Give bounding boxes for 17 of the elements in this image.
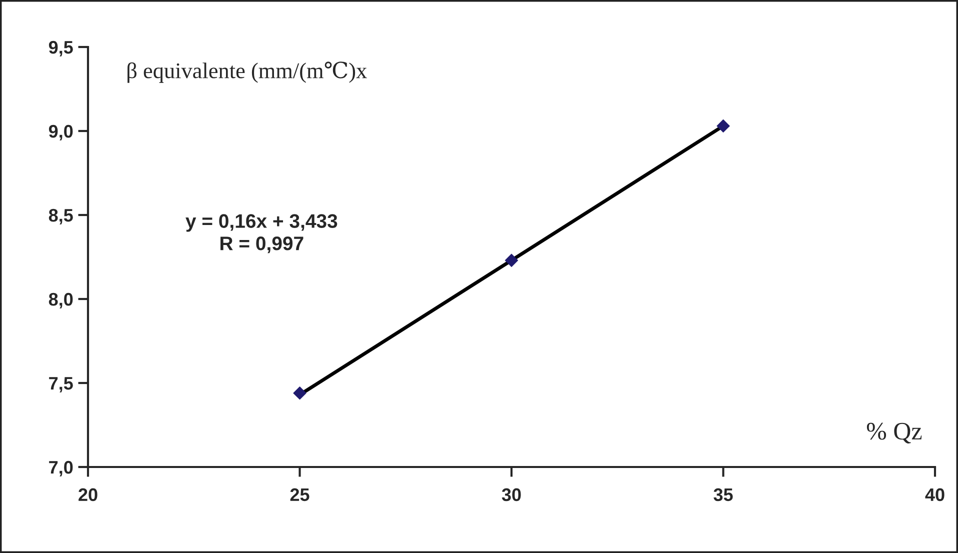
point — [504, 254, 518, 267]
y-axis-title: β equivalente (mm/(m℃)x — [128, 62, 367, 83]
x-tick-label: 35 — [714, 488, 733, 502]
annotation: y = 0,16x + 3,433 R = 0,997 — [186, 214, 338, 254]
x-tick-label: 20 — [78, 488, 98, 502]
y-tick-label: 9,5 — [48, 40, 73, 56]
x-tick-label: 30 — [502, 488, 521, 502]
y-tick-label: 8,0 — [48, 292, 73, 308]
y-tick-label: 8,5 — [48, 208, 73, 224]
x-tick-label: 25 — [290, 488, 310, 502]
x-tick-label: 40 — [925, 488, 944, 502]
point — [716, 119, 730, 133]
y-tick-label: 7,5 — [49, 377, 73, 392]
y-tick-label: 7,0 — [49, 460, 73, 476]
point — [293, 386, 306, 400]
x-axis-title: % Qz — [866, 422, 922, 444]
y-tick-label: 9,0 — [48, 124, 73, 140]
